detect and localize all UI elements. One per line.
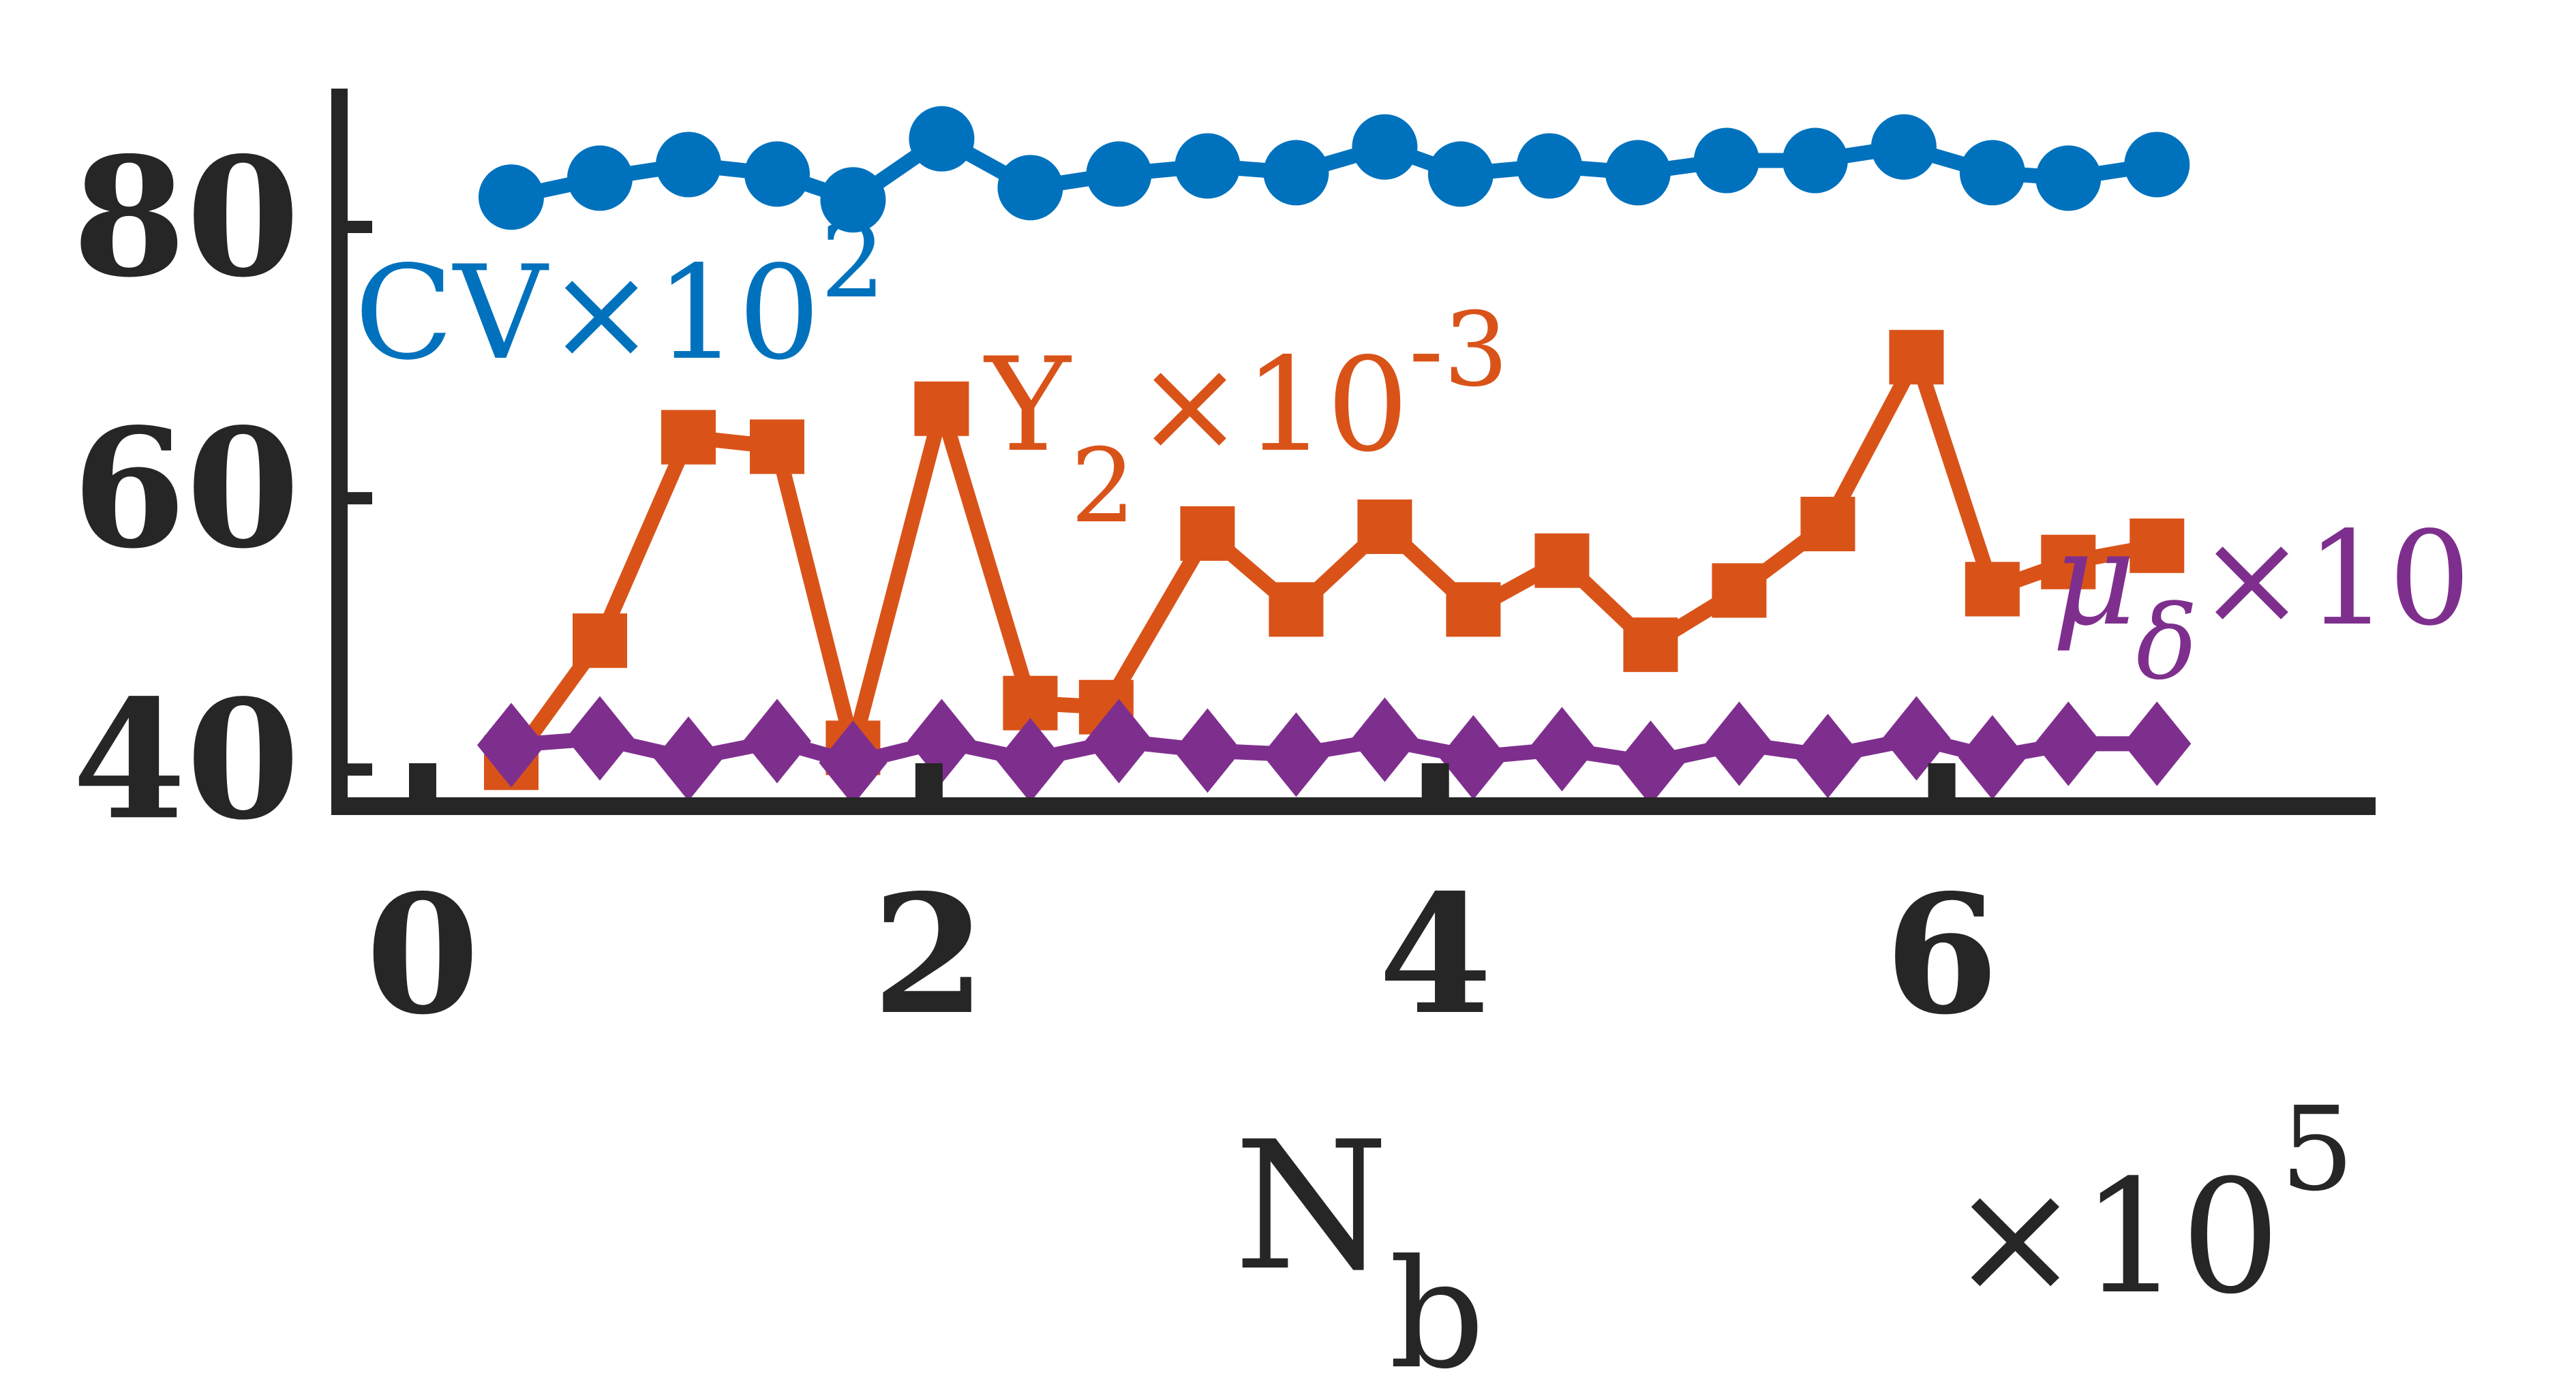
x-axis-multiplier: ×105 xyxy=(1950,1082,2354,1329)
data-point xyxy=(1870,114,1937,180)
data-point xyxy=(1528,707,1596,792)
data-point xyxy=(477,703,545,788)
data-point xyxy=(743,698,811,784)
data-point xyxy=(1782,127,1848,194)
labels: 40 60 80 0 2 4 6 CV×102 Y2×10-3 μδ×10 Nb ×105 xyxy=(72,121,2471,1397)
data-point xyxy=(2124,132,2190,198)
data-point xyxy=(1180,506,1235,561)
x-tick-label: 0 xyxy=(366,859,480,1051)
y-tick-label: 80 xyxy=(72,121,300,313)
series-mu xyxy=(477,696,2192,805)
data-point xyxy=(573,613,627,669)
data-point xyxy=(1269,582,1324,637)
x-tick-label: 2 xyxy=(872,859,986,1051)
data-point xyxy=(1439,715,1508,800)
data-point xyxy=(566,696,634,781)
series-cv xyxy=(479,106,2190,233)
data-point xyxy=(479,164,544,230)
data-point xyxy=(820,167,886,233)
data-point xyxy=(1085,698,1153,784)
data-point xyxy=(1705,701,1774,786)
data-point xyxy=(2034,701,2103,786)
series-label-y2: Y2×10-3 xyxy=(983,291,1509,546)
axes xyxy=(331,89,2376,815)
data-point xyxy=(1605,140,1671,206)
series-label-mu: μδ×10 xyxy=(2052,504,2471,703)
data-point xyxy=(1263,140,1329,206)
data-point xyxy=(1427,141,1494,207)
data-point xyxy=(1965,562,2020,617)
data-point xyxy=(914,381,969,436)
data-point xyxy=(661,410,716,465)
data-point xyxy=(656,132,721,198)
data-point xyxy=(744,141,810,207)
data-point xyxy=(819,720,888,805)
data-point xyxy=(750,419,804,474)
data-point xyxy=(2035,145,2102,211)
data-point xyxy=(1616,720,1685,805)
data-point xyxy=(1086,141,1152,207)
data-point xyxy=(997,155,1063,221)
data-point xyxy=(1357,499,1412,554)
data-point xyxy=(1959,140,2025,206)
data-point xyxy=(996,718,1065,803)
x-axis-label: Nb xyxy=(1234,1104,1485,1397)
data-point xyxy=(1800,496,1855,551)
data-point xyxy=(1623,617,1678,673)
data-point xyxy=(1350,697,1419,782)
plot-area xyxy=(477,106,2192,805)
data-point xyxy=(907,698,976,784)
data-point xyxy=(1352,114,1418,180)
data-point xyxy=(1446,582,1501,637)
data-point xyxy=(567,145,633,211)
data-point xyxy=(1534,533,1590,588)
x-tick-label: 4 xyxy=(1378,859,1492,1051)
data-point xyxy=(1173,708,1242,793)
data-point xyxy=(1889,330,1944,385)
series-label-cv: CV×102 xyxy=(354,202,885,388)
y-tick-label: 40 xyxy=(72,664,300,856)
data-point xyxy=(1262,712,1331,797)
data-point xyxy=(1793,713,1862,799)
data-point xyxy=(2123,701,2192,786)
data-point xyxy=(1712,563,1767,618)
x-tick-label: 6 xyxy=(1885,859,1999,1051)
data-point xyxy=(654,716,723,801)
data-point xyxy=(909,106,975,172)
data-point xyxy=(2130,518,2185,573)
data-point xyxy=(1958,715,2027,800)
data-point xyxy=(2041,534,2096,589)
data-point xyxy=(1693,127,1759,194)
series-line xyxy=(505,350,2159,767)
y-tick-label: 60 xyxy=(72,393,300,585)
data-point xyxy=(1882,696,1951,781)
data-point xyxy=(1516,133,1582,199)
data-point xyxy=(1175,133,1241,199)
